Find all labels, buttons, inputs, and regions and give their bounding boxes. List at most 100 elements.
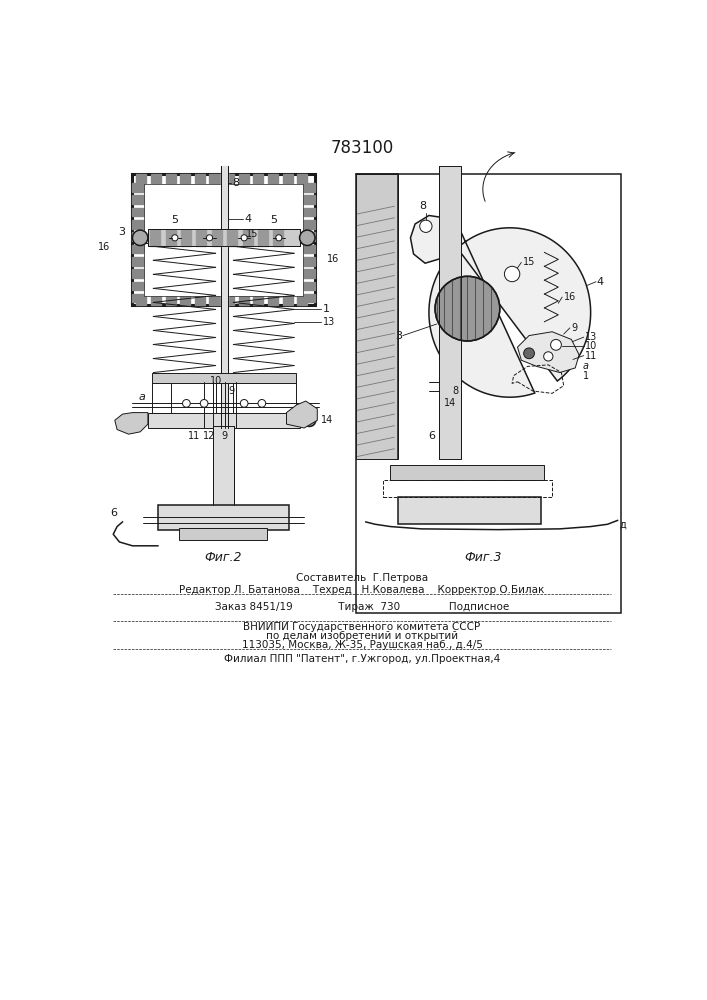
Polygon shape <box>132 282 144 290</box>
Polygon shape <box>132 294 144 302</box>
Polygon shape <box>132 232 144 241</box>
Polygon shape <box>283 296 293 305</box>
Text: по делам изобретений и открытий: по делам изобретений и открытий <box>266 631 458 641</box>
Polygon shape <box>243 230 252 246</box>
Polygon shape <box>221 166 228 428</box>
Polygon shape <box>132 208 144 216</box>
Polygon shape <box>274 230 284 246</box>
Polygon shape <box>303 208 315 216</box>
Text: 6: 6 <box>110 508 117 518</box>
Bar <box>158 505 288 530</box>
Polygon shape <box>227 230 238 246</box>
Text: 5: 5 <box>171 215 178 225</box>
Polygon shape <box>303 183 315 192</box>
Polygon shape <box>268 296 278 305</box>
Polygon shape <box>297 174 308 183</box>
Bar <box>148 413 300 428</box>
Polygon shape <box>239 174 249 183</box>
Text: 11: 11 <box>188 431 200 441</box>
Polygon shape <box>165 174 175 183</box>
Text: Фиг.2: Фиг.2 <box>204 551 242 564</box>
Polygon shape <box>151 174 161 183</box>
Polygon shape <box>224 174 234 183</box>
Polygon shape <box>136 174 146 183</box>
Circle shape <box>182 400 190 407</box>
Bar <box>148 229 300 246</box>
Text: 1: 1 <box>583 371 589 381</box>
Polygon shape <box>303 232 315 241</box>
Bar <box>390 465 544 480</box>
Bar <box>214 426 234 505</box>
Text: Фиг.3: Фиг.3 <box>464 551 501 564</box>
Text: 1: 1 <box>322 304 329 314</box>
Bar <box>144 184 303 296</box>
Polygon shape <box>253 296 264 305</box>
Text: 5: 5 <box>270 215 277 225</box>
Bar <box>382 480 552 497</box>
Text: 783100: 783100 <box>330 139 394 157</box>
Text: 4: 4 <box>244 214 251 224</box>
Text: 10: 10 <box>209 376 222 386</box>
Polygon shape <box>136 296 146 305</box>
Text: ВНИИПИ Государственного комитета СССР: ВНИИПИ Государственного комитета СССР <box>243 622 481 632</box>
Text: Заказ 8451/19              Тираж  730               Подписное: Заказ 8451/19 Тираж 730 Подписное <box>215 602 509 612</box>
Polygon shape <box>258 230 268 246</box>
Text: 9: 9 <box>222 431 228 441</box>
Circle shape <box>544 352 553 361</box>
Text: 16: 16 <box>563 292 576 302</box>
Text: 4: 4 <box>597 277 604 287</box>
Bar <box>132 174 315 305</box>
Text: 3: 3 <box>118 227 125 237</box>
Polygon shape <box>209 174 219 183</box>
Text: 13: 13 <box>585 332 597 342</box>
Circle shape <box>504 266 520 282</box>
Circle shape <box>258 400 266 407</box>
Circle shape <box>240 400 248 407</box>
Polygon shape <box>132 183 144 192</box>
Polygon shape <box>132 269 144 278</box>
Polygon shape <box>132 245 144 253</box>
Text: a: a <box>583 361 589 371</box>
Polygon shape <box>303 257 315 266</box>
Polygon shape <box>518 332 579 373</box>
Text: 16: 16 <box>98 242 110 252</box>
Text: 14: 14 <box>321 415 334 425</box>
Polygon shape <box>253 174 264 183</box>
Circle shape <box>132 230 148 246</box>
Polygon shape <box>411 215 590 397</box>
Polygon shape <box>197 230 206 246</box>
Bar <box>356 174 398 459</box>
Circle shape <box>420 220 432 232</box>
Polygon shape <box>303 245 315 253</box>
Text: 8: 8 <box>452 386 458 396</box>
Polygon shape <box>303 220 315 229</box>
Circle shape <box>132 414 144 426</box>
Circle shape <box>303 414 316 426</box>
Circle shape <box>524 348 534 359</box>
Polygon shape <box>115 413 148 434</box>
Text: д: д <box>620 519 626 529</box>
Polygon shape <box>239 296 249 305</box>
Circle shape <box>435 276 500 341</box>
Circle shape <box>200 400 208 407</box>
Text: a: a <box>139 392 146 402</box>
Circle shape <box>172 235 178 241</box>
Polygon shape <box>286 401 317 428</box>
Polygon shape <box>150 230 160 246</box>
Polygon shape <box>180 174 190 183</box>
Polygon shape <box>132 195 144 204</box>
Polygon shape <box>297 296 308 305</box>
Polygon shape <box>165 296 175 305</box>
Text: 15: 15 <box>523 257 535 267</box>
Bar <box>179 528 267 540</box>
Polygon shape <box>268 174 278 183</box>
Polygon shape <box>224 296 234 305</box>
Text: 11: 11 <box>585 351 597 361</box>
Polygon shape <box>212 230 222 246</box>
Polygon shape <box>132 220 144 229</box>
Polygon shape <box>283 174 293 183</box>
Text: 15: 15 <box>246 229 258 239</box>
Polygon shape <box>151 296 161 305</box>
Polygon shape <box>165 230 175 246</box>
Polygon shape <box>181 230 191 246</box>
